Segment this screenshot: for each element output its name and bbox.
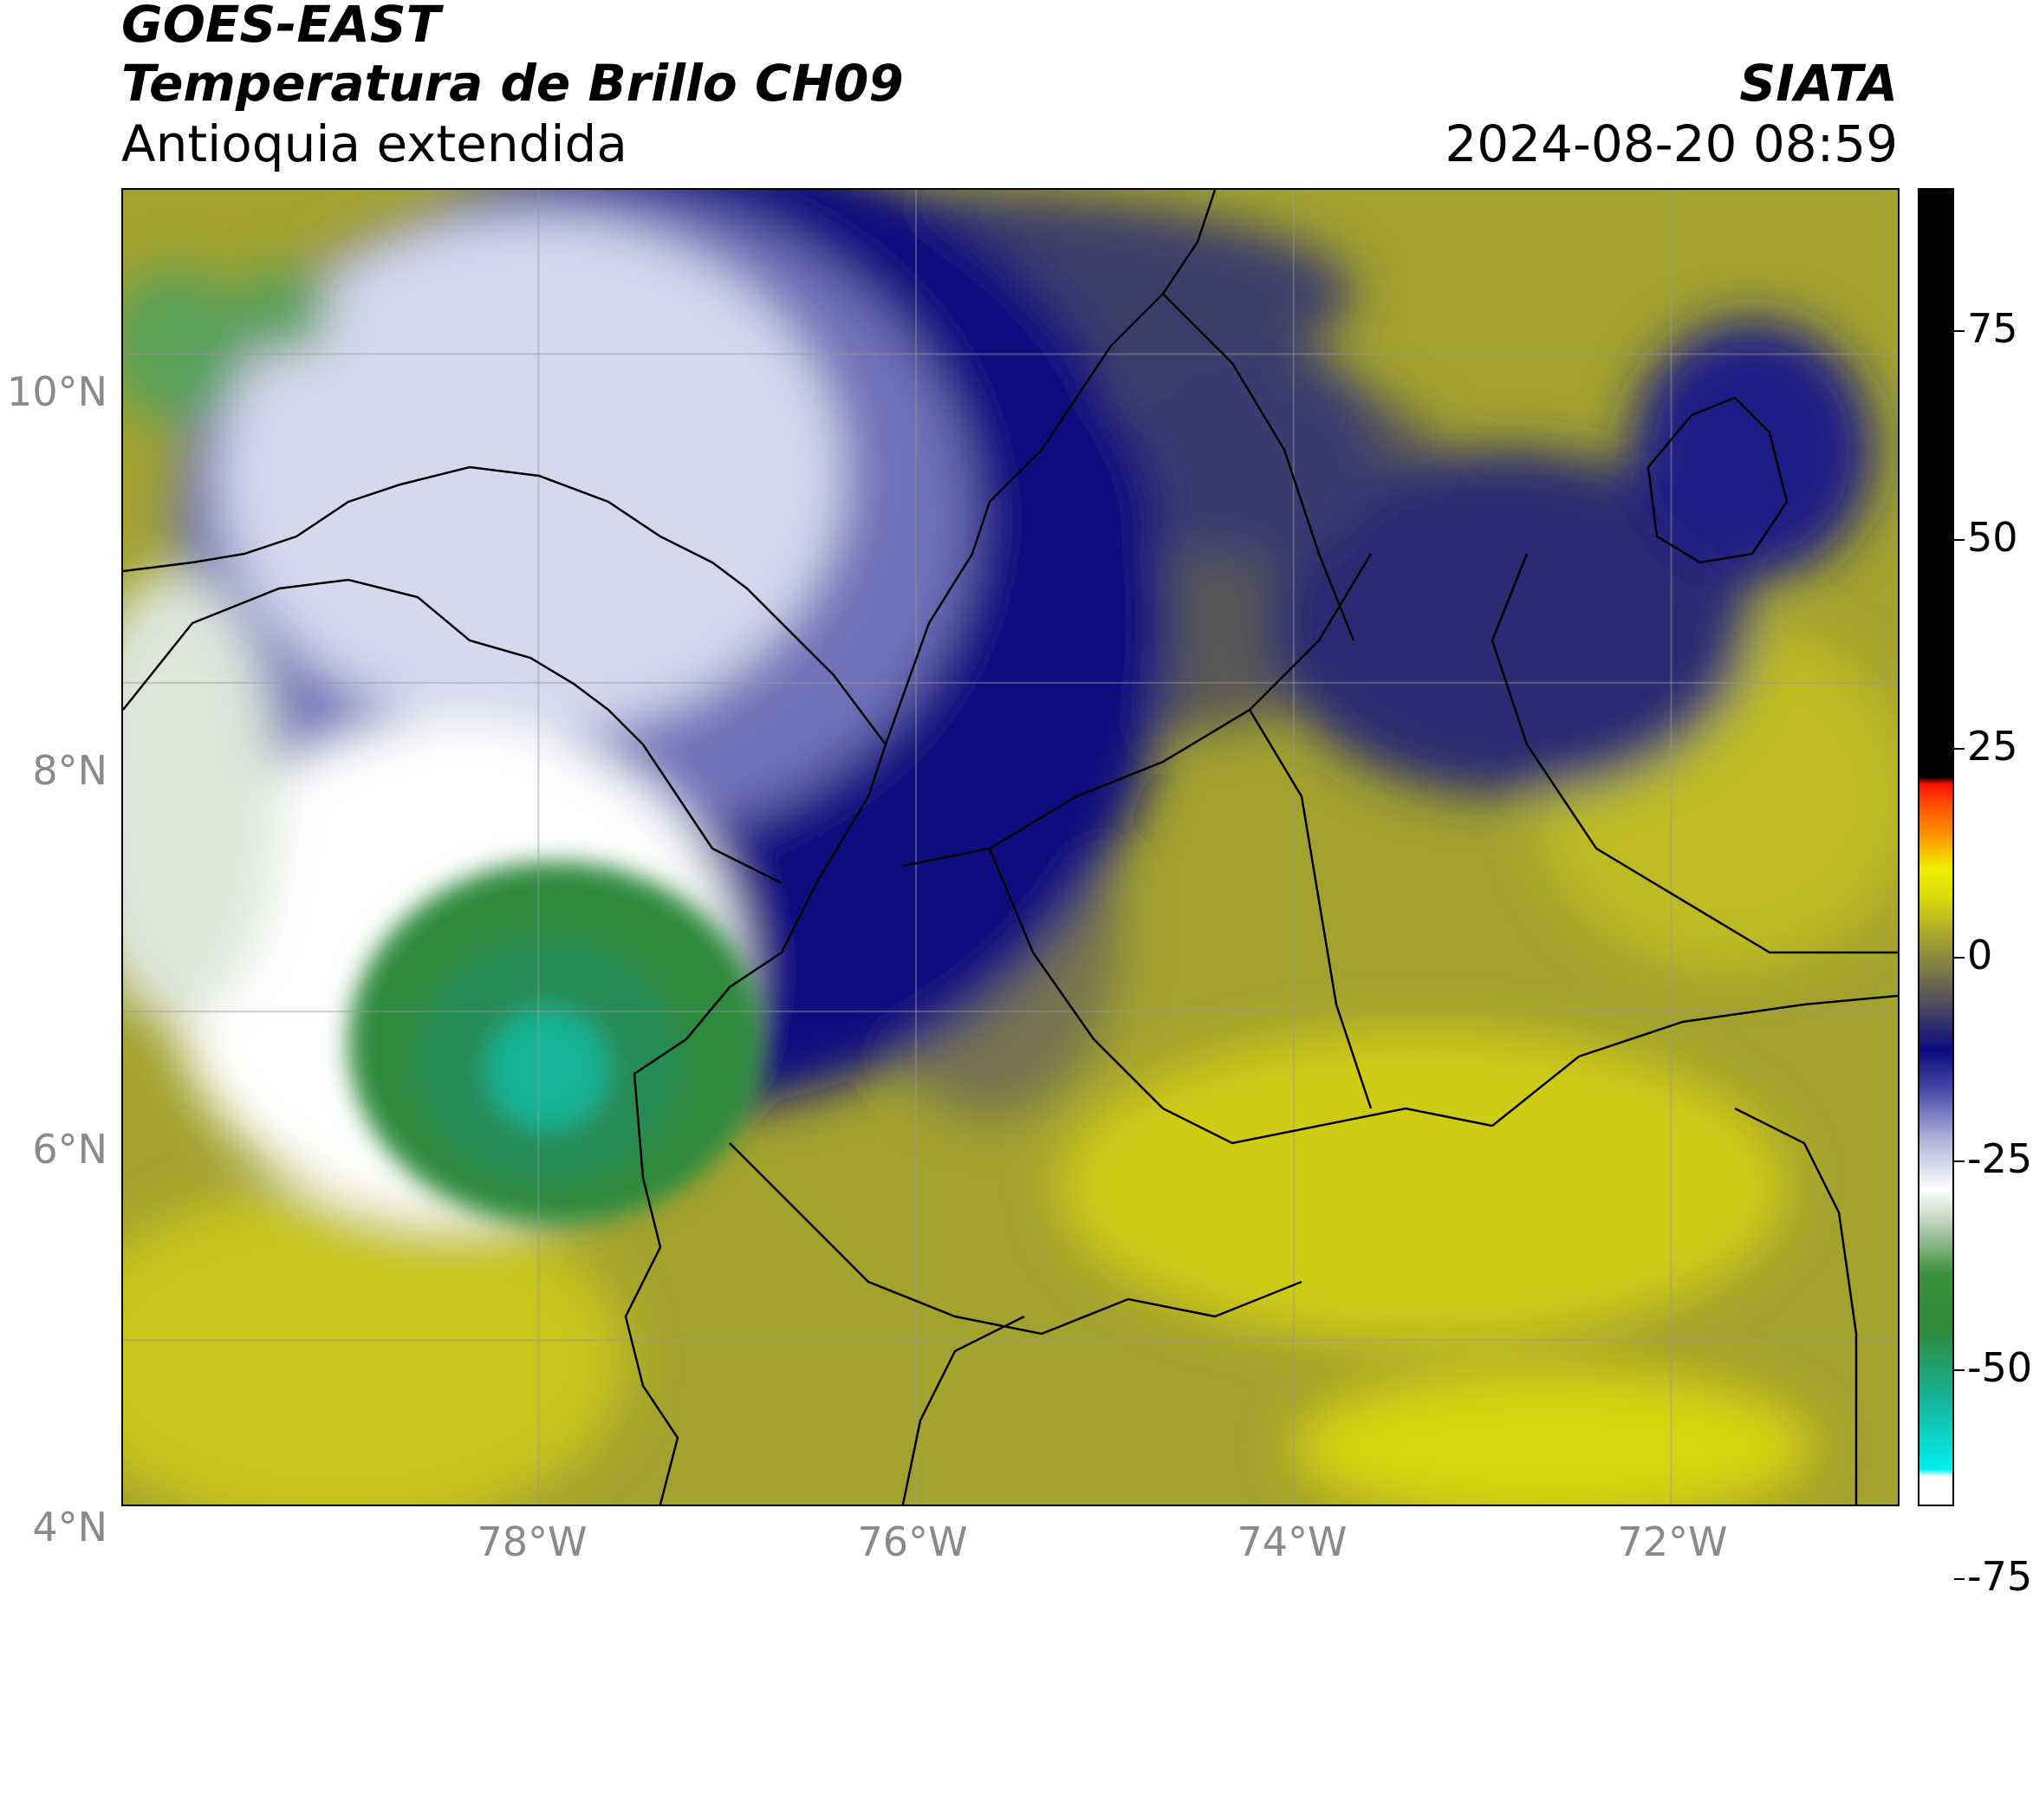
lat-tick-10N: 10°N — [7, 368, 107, 415]
colorbar-tick-50: 50 — [1967, 514, 2018, 561]
dept-line-6 — [1491, 994, 1898, 1127]
cold-core — [348, 861, 764, 1225]
colorbar-tick-minus75: -75 — [1967, 1553, 2033, 1600]
colorbar-tick-75: 75 — [1967, 305, 2018, 352]
borders — [123, 190, 1898, 1505]
lon-tick-72W: 72°W — [1617, 1518, 1728, 1565]
colorbar-gradient — [1919, 190, 1952, 1505]
colorbar-tickmark-50 — [1954, 539, 1965, 541]
dept-line-5 — [1248, 709, 1373, 1109]
colorbar-tickmark-75 — [1954, 330, 1965, 332]
satellite-title: GOES-EAST — [121, 0, 441, 54]
lon-tick-78W: 78°W — [477, 1518, 588, 1565]
graticule — [123, 190, 1898, 1505]
lat-tick-4N: 4°N — [32, 1504, 107, 1550]
colorbar-tickmark-minus25 — [1954, 1160, 1965, 1162]
lon-tick-74W: 74°W — [1237, 1518, 1348, 1565]
dept-line-7 — [1162, 293, 1355, 641]
product-title: Temperatura de Brillo CH09 — [121, 54, 904, 113]
colorbar-tick-25: 25 — [1967, 723, 2018, 770]
colorbar-tick-minus25: -25 — [1967, 1135, 2033, 1182]
coastline-pacific — [123, 465, 887, 1505]
colorbar-tickmark-minus75 — [1954, 1578, 1965, 1580]
temperature-field — [123, 190, 1898, 1505]
dept-line-2 — [988, 848, 1493, 1145]
lat-tick-6N: 6°N — [32, 1126, 107, 1173]
dept-line-8 — [1734, 1107, 1858, 1505]
organization-label: SIATA — [1739, 54, 1898, 113]
colorbar-tickmark-minus50 — [1954, 1369, 1965, 1371]
lat-tick-8N: 8°N — [32, 747, 107, 794]
lake-maracaibo — [1647, 396, 1789, 564]
lon-tick-76W: 76°W — [857, 1518, 968, 1565]
colorbar-tickmark-0 — [1954, 957, 1965, 959]
colorbar-tickmark-25 — [1954, 748, 1965, 750]
datetime-label: 2024-08-20 08:59 — [1445, 114, 1898, 173]
dept-line-3 — [729, 1142, 1302, 1336]
colorbar-tick-0: 0 — [1967, 932, 1993, 978]
region-subtitle: Antioquia extendida — [121, 114, 627, 173]
colombia-border-north — [884, 190, 1217, 745]
brightness-temperature-map — [121, 188, 1900, 1506]
colorbar-tick-minus50: -50 — [1967, 1344, 2033, 1391]
colorbar — [1918, 188, 1954, 1506]
venezuela-border — [1491, 553, 1898, 954]
dept-line-4 — [901, 1315, 1025, 1505]
panama-border — [123, 578, 783, 885]
